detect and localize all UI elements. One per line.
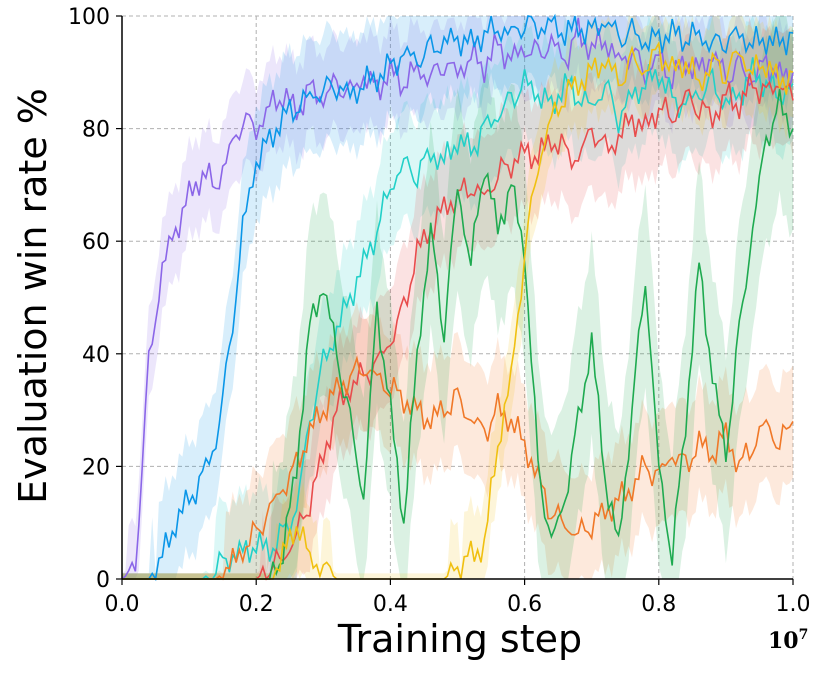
confidence-bands bbox=[122, 16, 793, 580]
x-tick-label: 0.6 bbox=[507, 592, 542, 617]
band-green bbox=[122, 16, 793, 579]
y-axis-title: Evaluation win rate % bbox=[11, 88, 55, 504]
band-blue bbox=[122, 16, 793, 579]
x-tick-label: 0.2 bbox=[239, 592, 274, 617]
x-axis-title: Training step bbox=[337, 617, 582, 661]
x-multiplier: 107 bbox=[768, 627, 808, 654]
line-purple bbox=[121, 17, 794, 580]
y-tick-label: 40 bbox=[82, 343, 110, 368]
band-cyan bbox=[122, 16, 793, 579]
x-multiplier-exponent: 7 bbox=[799, 627, 809, 643]
band-red bbox=[122, 17, 793, 580]
x-tick-label: 1.0 bbox=[776, 592, 811, 617]
y-tick-label: 80 bbox=[82, 118, 110, 143]
x-tick-label: 0.0 bbox=[105, 592, 140, 617]
axes bbox=[116, 15, 794, 585]
x-tick-label: 0.4 bbox=[373, 592, 408, 617]
y-tick-label: 100 bbox=[68, 5, 110, 30]
band-yellow bbox=[122, 16, 793, 579]
x-multiplier-base: 10 bbox=[768, 628, 799, 654]
y-tick-label: 0 bbox=[96, 568, 110, 593]
tick-labels: 0.0 0.2 0.4 0.6 0.8 1.0 0 20 40 60 80 100 bbox=[68, 5, 811, 617]
y-tick-label: 60 bbox=[82, 230, 110, 255]
y-tick-label: 20 bbox=[82, 455, 110, 480]
band-purple bbox=[122, 16, 793, 579]
line-cyan bbox=[122, 57, 794, 580]
x-tick-label: 0.8 bbox=[641, 592, 676, 617]
line-blue bbox=[122, 13, 794, 582]
